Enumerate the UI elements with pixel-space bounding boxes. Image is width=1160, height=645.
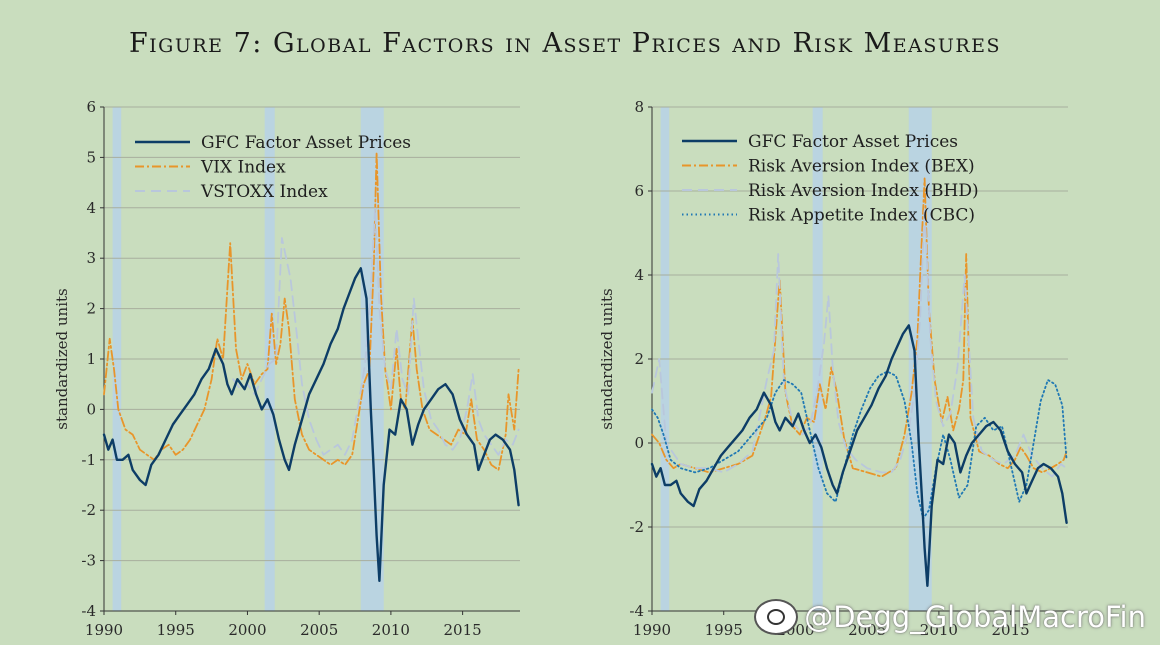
- y-tick-label-1: -3: [81, 552, 96, 570]
- x-tick-label-0: 1990: [633, 621, 671, 639]
- x-tick-label-1: 1995: [157, 621, 195, 639]
- y-tick-label-6: 2: [86, 300, 96, 318]
- y-axis-label: standardized units: [53, 288, 71, 429]
- y-tick-label-2: 0: [634, 434, 644, 452]
- x-tick-label-3: 2005: [300, 621, 338, 639]
- y-tick-label-10: 6: [86, 98, 96, 116]
- y-tick-label-7: 3: [86, 249, 96, 267]
- legend-label-1: Risk Aversion Index (BEX): [748, 157, 975, 177]
- x-tick-label-4: 2010: [920, 621, 958, 639]
- x-tick-label-3: 2005: [848, 621, 886, 639]
- series-line-2: [232, 206, 520, 456]
- y-tick-label-4: 4: [634, 266, 644, 284]
- x-tick-label-4: 2010: [372, 621, 410, 639]
- legend-label-1: VIX Index: [200, 158, 286, 178]
- series-line-1: [103, 151, 520, 471]
- y-tick-label-8: 4: [86, 199, 96, 217]
- y-tick-label-4: 0: [86, 400, 96, 418]
- x-tick-label-5: 2015: [444, 621, 482, 639]
- x-tick-label-5: 2015: [992, 621, 1030, 639]
- legend-label-2: VSTOXX Index: [200, 182, 328, 202]
- legend-label-0: GFC Factor Asset Prices: [201, 133, 411, 153]
- x-tick-label-1: 1995: [705, 621, 743, 639]
- figure-title: Figure 7: Global Factors in Asset Prices…: [128, 28, 1002, 59]
- y-tick-label-0: -4: [629, 602, 644, 620]
- legend-label-0: GFC Factor Asset Prices: [748, 132, 958, 152]
- y-tick-label-2: -2: [81, 501, 96, 519]
- legend-label-2: Risk Aversion Index (BHD): [748, 181, 979, 201]
- series-line-1: [651, 177, 1068, 478]
- y-tick-label-6: 8: [634, 98, 644, 116]
- y-tick-label-9: 5: [86, 148, 96, 166]
- series-line-0: [102, 267, 520, 582]
- y-tick-label-3: 2: [634, 350, 644, 368]
- y-tick-label-5: 6: [634, 182, 644, 200]
- chart-left: -4 -3 -2 -1 0 1 2 3 4 5 6 1990 1995 2000 2005 2010 2015 s…: [53, 98, 520, 639]
- y-axis-label: standardized units: [598, 288, 616, 429]
- series-line-3: [651, 370, 1068, 520]
- y-tick-label-3: -1: [81, 451, 96, 469]
- y-tick-label-0: -4: [81, 602, 96, 620]
- weibo-watermark: @Degg_GlobalMacroFin: [754, 599, 1146, 635]
- y-tick-label-5: 1: [86, 350, 96, 368]
- y-tick-label-1: -2: [629, 518, 644, 536]
- x-tick-label-0: 1990: [85, 621, 123, 639]
- series-line-2: [651, 206, 1068, 478]
- legend-label-3: Risk Appetite Index (CBC): [748, 206, 975, 226]
- watermark-text: @Degg_GlobalMacroFin: [804, 600, 1146, 634]
- series-line-0: [650, 324, 1068, 587]
- weibo-icon: [754, 599, 799, 635]
- x-tick-label-2: 2000: [228, 621, 266, 639]
